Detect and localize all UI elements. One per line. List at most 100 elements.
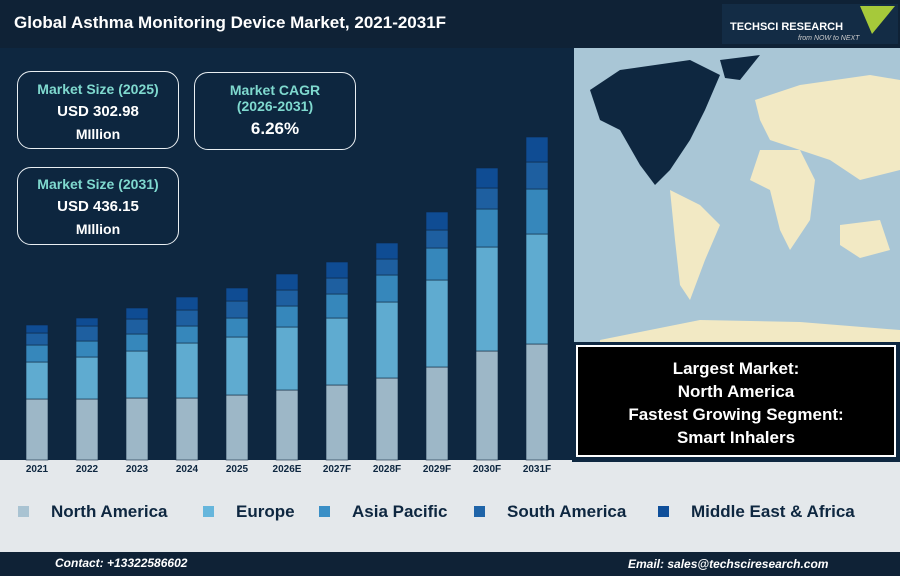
x-tick-label: 2029F	[423, 464, 451, 475]
bar-segment	[225, 317, 249, 338]
bar-segment	[325, 261, 349, 279]
bar-segment	[525, 136, 549, 163]
bar-segment	[175, 296, 199, 311]
x-tick-label: 2024	[176, 464, 199, 475]
north-america	[590, 60, 720, 185]
bar-segment	[175, 309, 199, 327]
x-tick-label: 2027F	[323, 464, 351, 475]
x-tick-label: 2031F	[523, 464, 551, 475]
card: Market Size (2025) USD 302.98 MIllion	[17, 71, 179, 149]
tagline: from NOW to NEXT	[798, 35, 860, 42]
highlight-box: Largest Market: North America Fastest Gr…	[576, 345, 896, 457]
card-label: Market Size (2025)	[37, 81, 159, 97]
legend-label: Asia Pacific	[352, 502, 447, 521]
bar-segment	[525, 161, 549, 190]
bar-segment	[425, 229, 449, 249]
bar-segment	[225, 336, 249, 396]
x-axis-strip	[0, 460, 572, 462]
eurasia	[755, 75, 900, 180]
bar-segment	[275, 389, 299, 461]
legend-swatch	[658, 506, 669, 517]
legend-swatch	[474, 506, 485, 517]
card-label: Market CAGR	[229, 82, 321, 98]
bar-segment	[375, 377, 399, 461]
footer-bar	[0, 552, 900, 576]
bar-segment	[475, 350, 499, 461]
contact: Contact: +13322586602	[55, 556, 188, 570]
x-tick-label: 2028F	[373, 464, 401, 475]
bar-segment	[375, 301, 399, 379]
bar-segment	[325, 317, 349, 386]
card-value: USD 436.15	[57, 198, 139, 215]
greenland	[720, 55, 760, 80]
bar-segment	[525, 188, 549, 235]
bar-segment	[225, 287, 249, 302]
bar-segment	[25, 344, 49, 363]
plot: 2021 2022 2023 2024 2025 2026E 2027F 2028F 2029F…	[0, 136, 572, 475]
bar-segment	[75, 325, 99, 342]
antarctica	[600, 320, 900, 342]
bar-segment	[325, 384, 349, 461]
bar-segment	[525, 233, 549, 345]
legend-label: North America	[51, 502, 168, 521]
x-tick-label: 2026E	[273, 464, 302, 475]
legend-swatch	[18, 506, 29, 517]
bar-segment	[425, 247, 449, 281]
bar-segment	[125, 350, 149, 399]
bar-segment	[525, 343, 549, 461]
email: Email: sales@techsciresearch.com	[628, 557, 829, 571]
card: Market Size (2031) USD 436.15 MIllion	[17, 167, 179, 245]
bar-segment	[275, 326, 299, 391]
legend-label: Middle East & Africa	[691, 502, 855, 521]
bar-segment	[475, 246, 499, 352]
bar-segment	[475, 208, 499, 248]
x-tick-label: 2021	[26, 464, 49, 475]
bar-segment	[275, 273, 299, 291]
bar-segment	[325, 293, 349, 319]
bar-segment	[25, 361, 49, 400]
bar-segment	[175, 397, 199, 461]
x-tick-label: 2022	[76, 464, 99, 475]
bar-segment	[425, 279, 449, 368]
bar-segment	[275, 305, 299, 328]
highlight-line: North America	[677, 382, 795, 401]
logo: TECHSCI RESEARCH	[730, 21, 843, 33]
bar-segment	[475, 187, 499, 210]
bar-segment	[425, 366, 449, 461]
x-tick-label: 2030F	[473, 464, 501, 475]
bar-segment	[75, 398, 99, 461]
bar-segment	[25, 324, 49, 334]
highlight-line: Smart Inhalers	[676, 428, 796, 447]
card-label: (2026-2031)	[236, 98, 314, 114]
x-tick-label: 2023	[126, 464, 149, 475]
bar-segment	[25, 332, 49, 346]
legend-label: Europe	[236, 502, 295, 521]
x-tick-label: 2025	[226, 464, 249, 475]
bar-segment	[125, 333, 149, 352]
bar-segment	[75, 317, 99, 327]
highlight-line: Fastest Growing Segment:	[628, 405, 844, 424]
logo-mark	[860, 6, 895, 34]
bar-segment	[175, 325, 199, 344]
card: Market CAGR (2026-2031) 6.26%	[194, 72, 356, 150]
bar-segment	[75, 356, 99, 400]
bar-segment	[425, 211, 449, 231]
card-value: USD 302.98	[57, 103, 139, 120]
bar-segment	[375, 242, 399, 260]
card-label: Market Size (2031)	[37, 176, 159, 192]
bar-segment	[375, 274, 399, 303]
bar-segment	[75, 340, 99, 358]
south-america	[670, 190, 720, 300]
card-value: 6.26%	[250, 119, 300, 138]
title: Global Asthma Monitoring Device Market, …	[14, 13, 446, 32]
africa	[750, 150, 815, 250]
card-unit: MIllion	[75, 126, 121, 142]
bar-segment	[225, 394, 249, 461]
bar-segment	[125, 318, 149, 335]
legend-label: South America	[507, 502, 627, 521]
legend-swatch	[203, 506, 214, 517]
bar-segment	[375, 258, 399, 276]
bar-segment	[275, 289, 299, 307]
